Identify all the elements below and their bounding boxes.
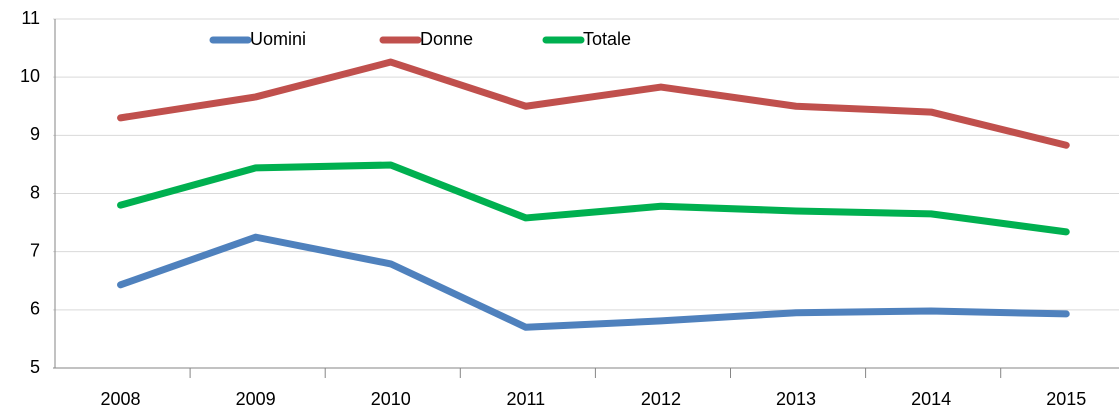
series-line bbox=[117, 58, 1070, 149]
y-tick-label: 5 bbox=[30, 357, 40, 377]
legend-label: Donne bbox=[420, 29, 473, 49]
x-tick-label: 2015 bbox=[1046, 389, 1086, 409]
x-tick-label: 2011 bbox=[506, 389, 545, 409]
x-tick-label: 2013 bbox=[776, 389, 816, 409]
x-tick-label: 2008 bbox=[101, 389, 141, 409]
y-tick-label: 7 bbox=[30, 240, 40, 260]
x-tick-label: 2010 bbox=[371, 389, 411, 409]
y-tick-label: 10 bbox=[20, 66, 40, 86]
legend-label: Uomini bbox=[250, 29, 306, 49]
legend-label: Totale bbox=[583, 29, 631, 49]
y-tick-label: 8 bbox=[30, 182, 40, 202]
y-tick-label: 9 bbox=[30, 124, 40, 144]
x-tick-label: 2009 bbox=[236, 389, 276, 409]
x-tick-label: 2014 bbox=[911, 389, 951, 409]
y-tick-label: 11 bbox=[21, 8, 40, 28]
series-line bbox=[117, 161, 1070, 236]
x-tick-label: 2012 bbox=[641, 389, 681, 409]
y-tick-label: 6 bbox=[30, 299, 40, 319]
series-line bbox=[117, 233, 1070, 331]
